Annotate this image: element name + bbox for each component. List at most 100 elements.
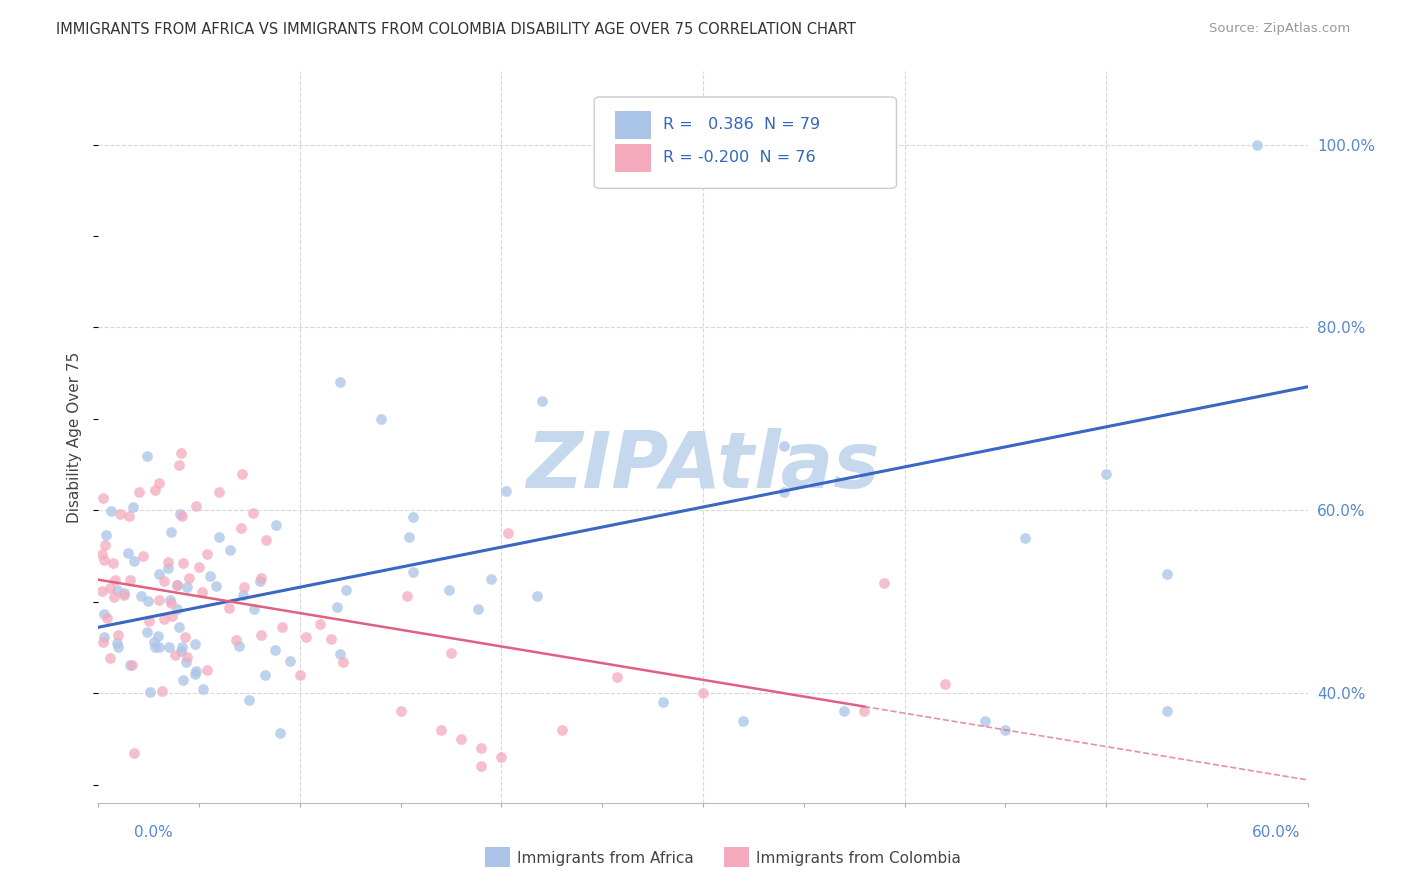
Point <box>157 640 180 654</box>
Point <box>232 580 254 594</box>
Point <box>250 628 273 642</box>
Point <box>332 655 354 669</box>
Point <box>437 583 460 598</box>
Point <box>733 714 755 728</box>
Point <box>402 565 425 579</box>
Point <box>170 643 193 657</box>
Point <box>150 684 173 698</box>
Point <box>167 458 190 472</box>
Text: 0.0%: 0.0% <box>134 825 173 840</box>
Point <box>772 439 794 453</box>
Point <box>228 639 250 653</box>
Point <box>100 504 122 518</box>
Point <box>160 608 183 623</box>
Point <box>238 693 260 707</box>
Point <box>250 571 273 585</box>
Point <box>93 630 115 644</box>
Point <box>93 607 115 621</box>
Text: R =   0.386  N = 79: R = 0.386 N = 79 <box>664 117 820 132</box>
Point <box>197 547 219 561</box>
Point <box>396 590 419 604</box>
Point <box>174 655 197 669</box>
Point <box>153 574 176 588</box>
FancyBboxPatch shape <box>595 97 897 188</box>
Point <box>832 705 855 719</box>
Point <box>98 651 121 665</box>
Point <box>479 573 502 587</box>
Point <box>225 633 247 648</box>
Point <box>470 740 492 755</box>
Text: ZIPAtlas: ZIPAtlas <box>526 428 880 504</box>
Point <box>107 640 129 654</box>
Point <box>491 750 513 764</box>
Point <box>295 630 318 644</box>
Point <box>242 506 264 520</box>
Point <box>231 521 253 535</box>
Point <box>170 509 193 524</box>
Point <box>94 538 117 552</box>
Point <box>853 705 876 719</box>
Point <box>167 620 190 634</box>
Point <box>131 549 153 564</box>
Point <box>994 723 1017 737</box>
Point <box>470 759 492 773</box>
Point <box>440 646 463 660</box>
Point <box>264 643 287 657</box>
Point <box>96 610 118 624</box>
Point <box>105 582 128 597</box>
Point <box>135 450 157 464</box>
Text: Immigrants from Africa: Immigrants from Africa <box>517 851 695 865</box>
Point <box>191 681 214 696</box>
Point <box>398 530 420 544</box>
Point <box>231 467 253 482</box>
Point <box>551 723 574 737</box>
Point <box>104 573 127 587</box>
Point <box>172 640 194 654</box>
Point <box>117 546 139 560</box>
Point <box>136 594 159 608</box>
Point <box>934 677 956 691</box>
Point <box>335 582 357 597</box>
Point <box>269 726 291 740</box>
Point <box>148 566 170 581</box>
Point <box>450 731 472 746</box>
Point <box>430 723 453 737</box>
Point <box>264 517 287 532</box>
Bar <box>614 111 651 138</box>
Point <box>122 746 145 760</box>
Point <box>198 569 221 583</box>
Point <box>308 617 330 632</box>
Point <box>278 655 301 669</box>
Point <box>166 602 188 616</box>
Point <box>253 668 276 682</box>
Point <box>651 695 673 709</box>
Text: 60.0%: 60.0% <box>1253 825 1301 840</box>
Point <box>142 635 165 649</box>
Point <box>176 649 198 664</box>
Point <box>530 393 553 408</box>
Point <box>174 630 197 644</box>
Point <box>389 705 412 719</box>
Point <box>184 637 207 651</box>
Point <box>103 590 125 604</box>
Point <box>122 554 145 568</box>
Point <box>107 627 129 641</box>
Point <box>184 499 207 513</box>
Point <box>208 485 231 500</box>
Point <box>606 670 628 684</box>
Point <box>195 663 218 677</box>
Point <box>148 640 170 654</box>
Point <box>495 484 517 499</box>
Y-axis label: Disability Age Over 75: Disability Age Over 75 <box>67 351 83 523</box>
Point <box>692 686 714 700</box>
Point <box>91 635 114 649</box>
Point <box>176 580 198 594</box>
Point <box>873 576 896 591</box>
Point <box>177 571 200 585</box>
Point <box>772 485 794 500</box>
Point <box>1246 137 1268 152</box>
Text: Source: ZipAtlas.com: Source: ZipAtlas.com <box>1209 22 1350 36</box>
Point <box>105 636 128 650</box>
Point <box>188 559 211 574</box>
Point <box>157 555 180 569</box>
